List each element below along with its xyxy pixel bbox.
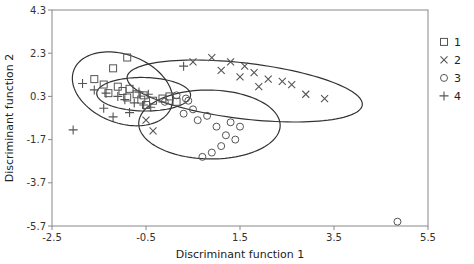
point	[190, 106, 197, 113]
point	[227, 119, 234, 126]
point	[120, 95, 129, 104]
y-tick-label: 0.3	[30, 91, 46, 102]
point	[227, 58, 234, 65]
point	[288, 81, 295, 88]
point	[194, 117, 201, 124]
x-tick	[52, 226, 53, 230]
point	[90, 85, 99, 94]
plot-frame	[52, 10, 428, 226]
point	[91, 76, 98, 83]
point	[109, 112, 118, 121]
legend-label: 1	[454, 36, 461, 49]
point	[218, 143, 225, 150]
point	[237, 73, 244, 80]
point	[130, 98, 139, 107]
x-tick-label: -2.5	[42, 232, 62, 243]
point	[125, 108, 134, 117]
point	[99, 104, 108, 113]
x-tick	[146, 226, 147, 230]
ellipse	[139, 90, 280, 159]
point	[265, 76, 272, 83]
point	[173, 92, 180, 99]
point	[179, 62, 188, 71]
point	[232, 136, 239, 143]
point	[78, 79, 87, 88]
point	[251, 69, 258, 76]
point	[279, 78, 286, 85]
y-tick	[48, 10, 52, 11]
point	[190, 58, 197, 65]
point	[208, 149, 215, 156]
y-tick-label: 4.3	[30, 5, 46, 16]
point	[119, 88, 126, 95]
point	[182, 95, 189, 102]
chart: -2.5 -0.5 1.5 3.5 5.5 -5.7 -3.7 -1.7 0.3 2.3 4.3 Di…	[0, 0, 474, 264]
point	[100, 81, 107, 88]
point	[255, 83, 262, 90]
plot-area	[69, 52, 401, 225]
y-tick	[48, 53, 52, 54]
x-tick	[428, 226, 429, 230]
x-tick-label: 5.5	[420, 232, 436, 243]
point	[321, 95, 328, 102]
series-4	[69, 62, 188, 135]
point	[213, 123, 220, 130]
point	[102, 89, 111, 98]
legend-marker	[441, 56, 448, 63]
point	[222, 132, 229, 139]
legend-label: 4	[454, 90, 461, 103]
y-tick	[48, 139, 52, 140]
y-tick	[48, 182, 52, 183]
point	[143, 117, 150, 124]
point	[139, 101, 148, 110]
point	[173, 98, 180, 105]
point	[146, 103, 155, 112]
y-tick-label: -5.7	[26, 221, 46, 232]
x-tick-label: 3.5	[326, 232, 342, 243]
series-3	[161, 92, 401, 225]
x-tick	[334, 226, 335, 230]
point	[204, 112, 211, 119]
point	[180, 110, 187, 117]
y-axis-label: Discriminant function 2	[3, 54, 16, 183]
y-tick	[48, 226, 52, 227]
point	[208, 54, 215, 61]
legend-marker	[440, 91, 449, 100]
point	[134, 88, 143, 97]
series-1	[91, 54, 180, 109]
point	[237, 123, 244, 130]
point	[161, 98, 168, 105]
y-tick-label: 2.3	[30, 48, 46, 59]
y-tick-label: -1.7	[26, 134, 46, 145]
x-tick-label: -0.5	[136, 232, 156, 243]
legend-label: 2	[454, 54, 461, 67]
point	[302, 91, 309, 98]
point	[241, 63, 248, 70]
point	[150, 127, 157, 134]
y-tick	[48, 96, 52, 97]
point	[110, 65, 117, 72]
x-tick	[240, 226, 241, 230]
ellipse	[127, 60, 362, 122]
legend: 1 2 3 4	[440, 36, 462, 103]
point	[114, 83, 121, 90]
point	[140, 92, 147, 99]
point	[144, 90, 153, 99]
legend-marker	[441, 38, 448, 45]
x-axis-label: Discriminant function 1	[176, 248, 305, 261]
point	[218, 67, 225, 74]
point	[126, 85, 133, 92]
point	[124, 54, 131, 61]
point	[394, 218, 401, 225]
legend-label: 3	[454, 72, 461, 85]
legend-marker	[441, 74, 448, 81]
y-tick-label: -3.7	[26, 177, 46, 188]
point	[69, 125, 78, 134]
point	[199, 153, 206, 160]
series-2	[143, 54, 329, 134]
x-tick-label: 1.5	[232, 232, 248, 243]
